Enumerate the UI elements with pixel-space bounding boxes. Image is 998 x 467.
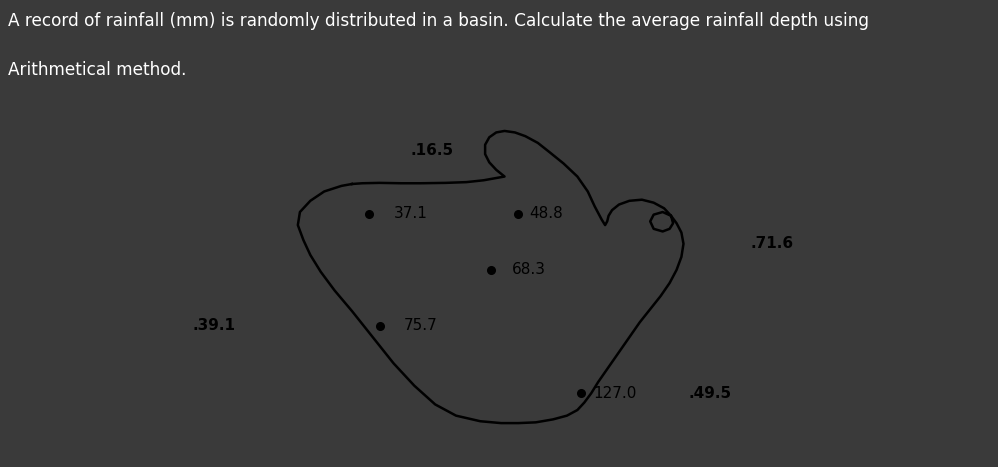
Text: .39.1: .39.1: [193, 318, 236, 333]
Text: .16.5: .16.5: [411, 143, 454, 158]
Text: 127.0: 127.0: [594, 386, 637, 401]
Text: 48.8: 48.8: [529, 206, 563, 221]
Text: 68.3: 68.3: [511, 262, 546, 277]
Text: .71.6: .71.6: [750, 236, 793, 251]
Text: 75.7: 75.7: [404, 318, 438, 333]
Text: Arithmetical method.: Arithmetical method.: [8, 61, 187, 79]
Text: 37.1: 37.1: [393, 206, 427, 221]
Text: A record of rainfall (mm) is randomly distributed in a basin. Calculate the aver: A record of rainfall (mm) is randomly di…: [8, 12, 869, 30]
Text: .49.5: .49.5: [689, 386, 732, 401]
